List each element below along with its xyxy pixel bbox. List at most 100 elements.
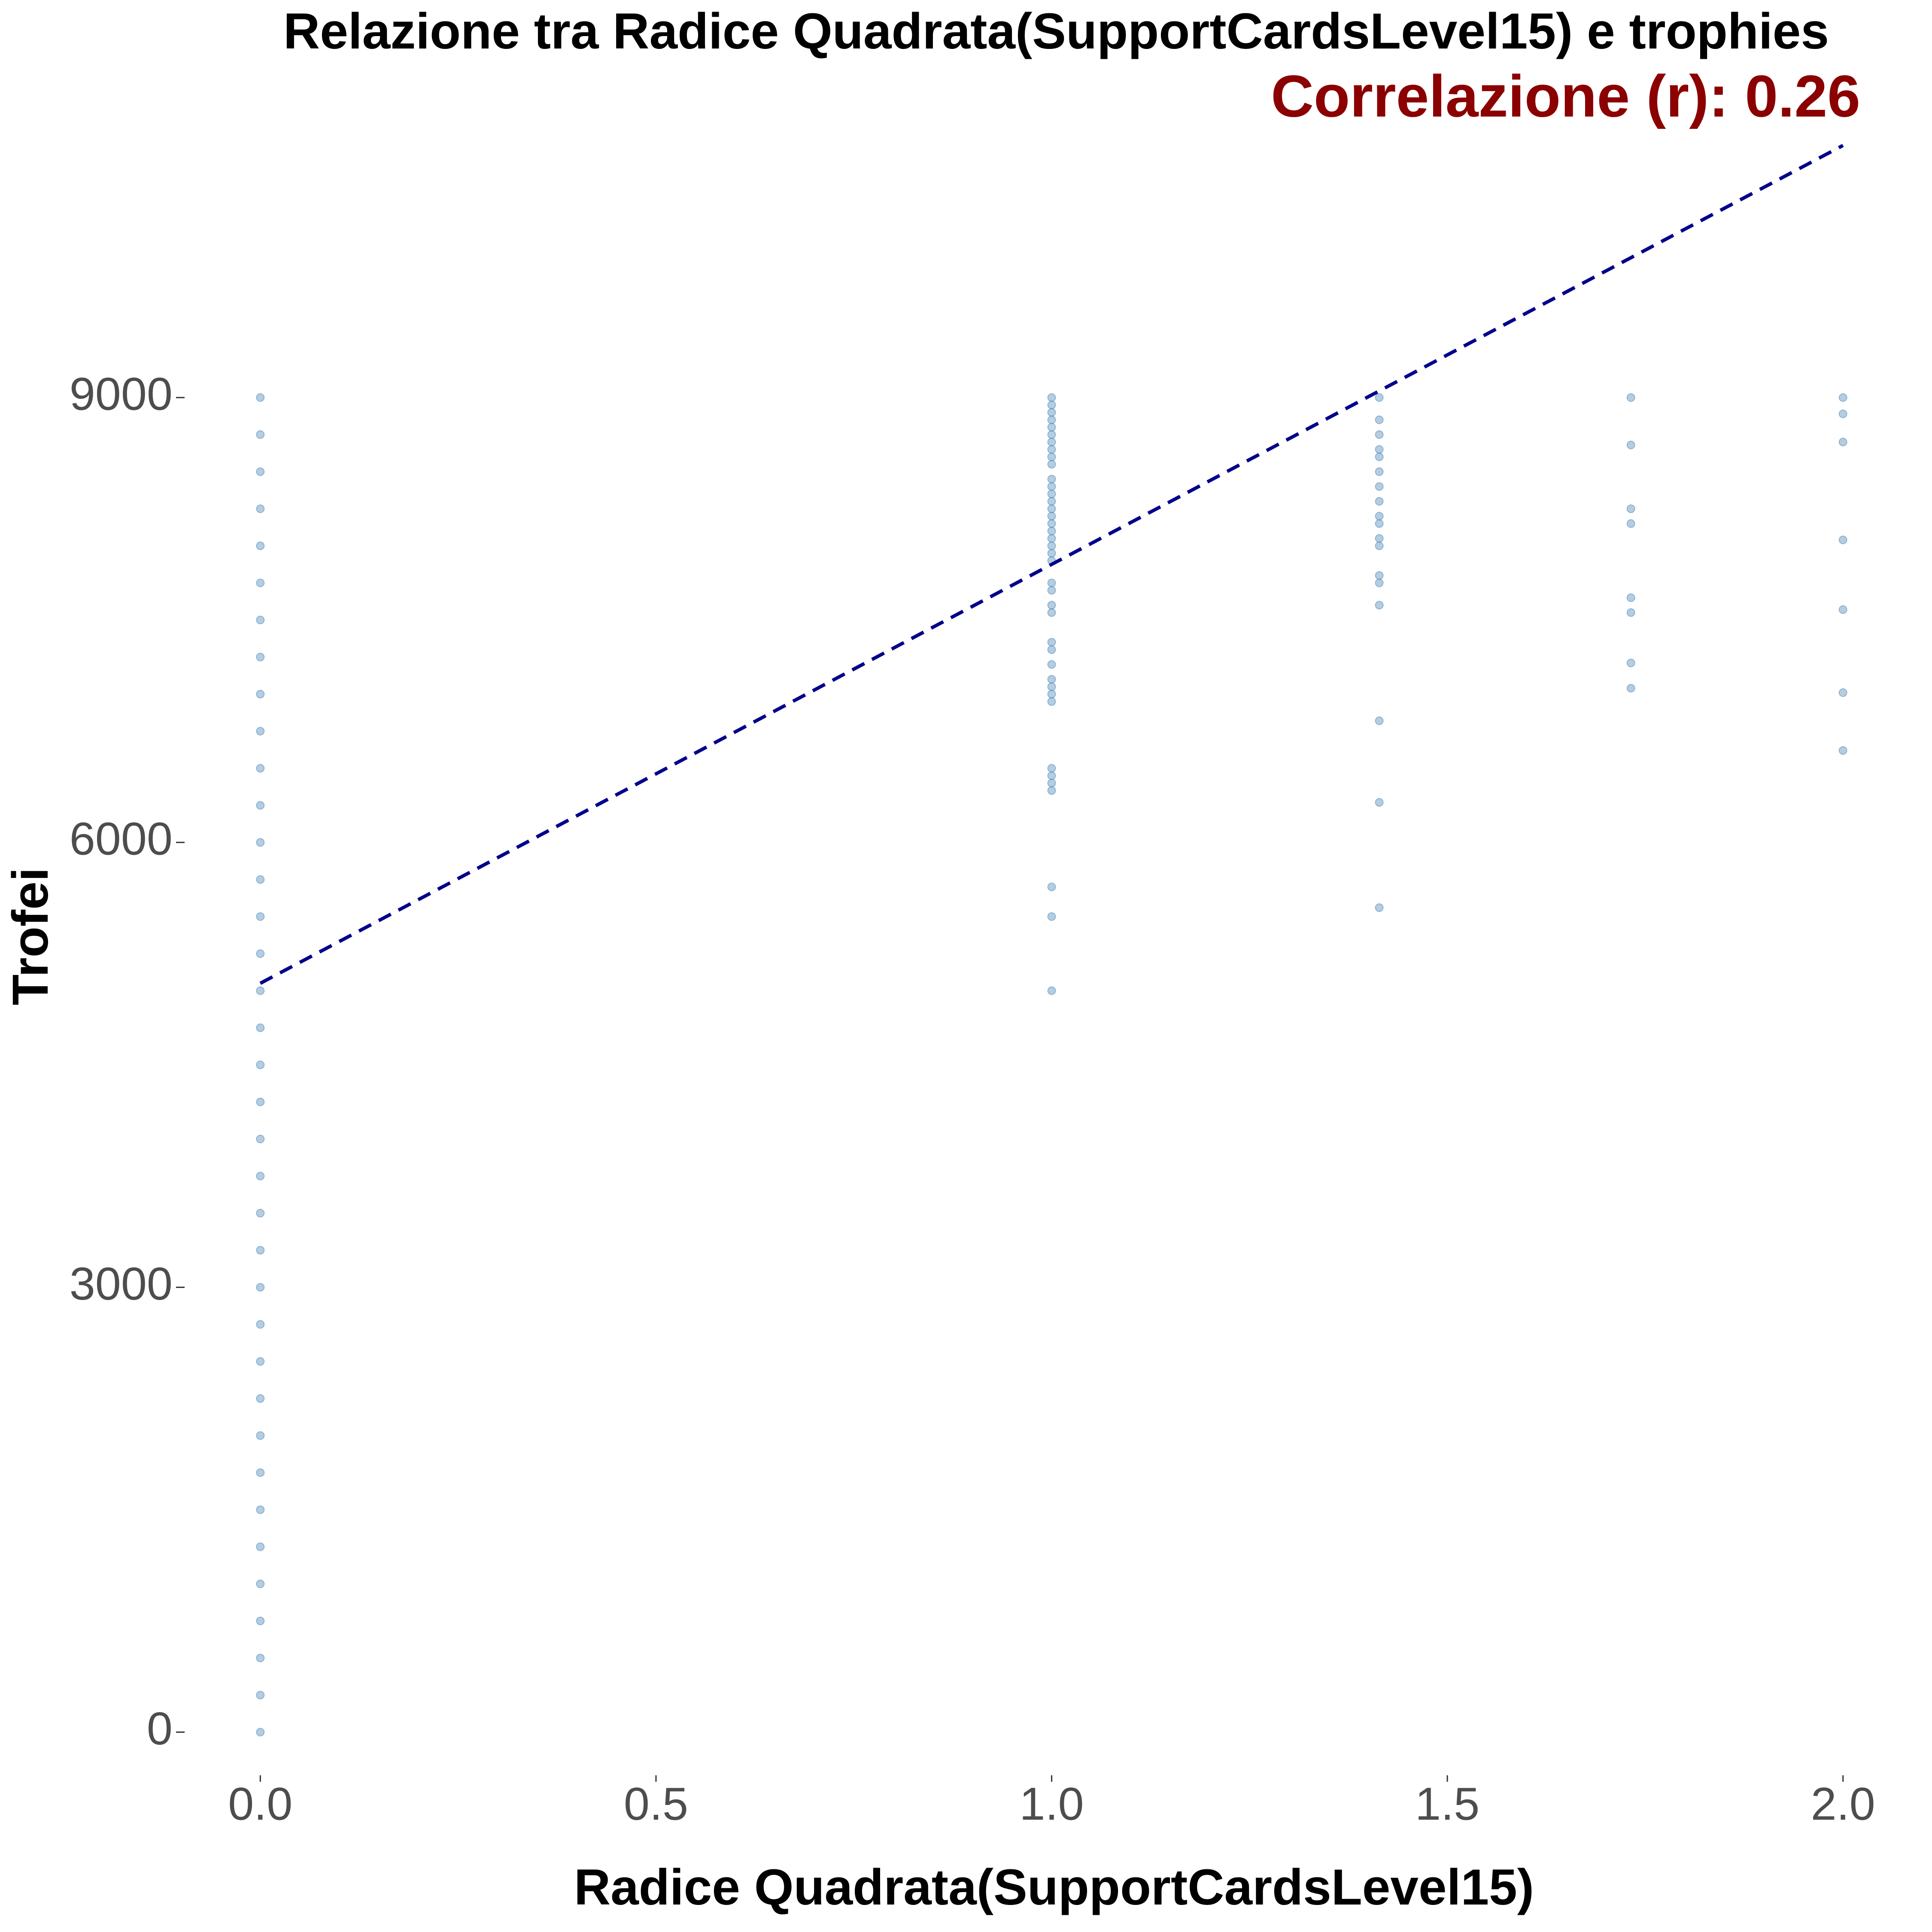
point: [256, 727, 265, 736]
point: [1047, 430, 1056, 439]
point: [256, 949, 265, 958]
point: [256, 1320, 265, 1329]
point: [1047, 519, 1056, 528]
point: [1047, 401, 1056, 410]
point: [1375, 467, 1384, 476]
point: [256, 1691, 265, 1700]
x-tick-label: 0.0: [228, 1778, 292, 1830]
point: [1047, 415, 1056, 424]
point: [256, 690, 265, 699]
point: [1047, 645, 1056, 654]
point: [1047, 504, 1056, 513]
point: [256, 1097, 265, 1106]
point: [1375, 453, 1384, 462]
x-tick-label: 2.0: [1811, 1778, 1875, 1830]
chart-title: Relazione tra Radice Quadrata(SupportCar…: [283, 3, 1829, 60]
point: [1047, 512, 1056, 521]
point: [1375, 482, 1384, 491]
point: [256, 1172, 265, 1181]
point: [1375, 541, 1384, 550]
point: [1047, 578, 1056, 587]
point: [1626, 440, 1635, 450]
point: [1047, 697, 1056, 706]
point: [1047, 437, 1056, 447]
point: [256, 1023, 265, 1032]
point: [1047, 690, 1056, 699]
point: [1047, 586, 1056, 595]
trend-line: [259, 144, 1844, 985]
point: [1375, 716, 1384, 725]
point: [256, 1542, 265, 1551]
point: [256, 393, 265, 402]
point: [1047, 408, 1056, 417]
point: [1047, 675, 1056, 684]
point: [256, 986, 265, 995]
point: [1047, 638, 1056, 647]
y-tick-label: 0: [147, 1702, 173, 1754]
point: [256, 1431, 265, 1440]
point: [256, 1728, 265, 1737]
y-tick-label: 9000: [70, 368, 173, 419]
point: [1047, 986, 1056, 995]
y-axis-title: Trofei: [2, 867, 59, 1005]
point: [1047, 460, 1056, 469]
point: [1838, 409, 1847, 418]
point: [256, 1616, 265, 1625]
point: [1047, 453, 1056, 462]
point: [256, 616, 265, 625]
point: [256, 801, 265, 810]
point: [1375, 578, 1384, 587]
point: [256, 912, 265, 921]
point: [1047, 682, 1056, 691]
point: [1047, 601, 1056, 610]
point: [1047, 445, 1056, 454]
point: [1838, 605, 1847, 614]
point: [1047, 489, 1056, 498]
point: [1047, 482, 1056, 491]
point: [1375, 571, 1384, 580]
point: [1047, 882, 1056, 891]
point: [1838, 393, 1847, 402]
x-axis-title: Radice Quadrata(SupportCardsLevel15): [574, 1859, 1534, 1916]
point: [1375, 519, 1384, 528]
annotation: Correlazione (r): 0.26: [1271, 63, 1860, 129]
point: [1626, 519, 1635, 528]
point: [1375, 512, 1384, 521]
point: [1626, 683, 1635, 693]
point: [1838, 437, 1847, 447]
point: [1047, 423, 1056, 432]
y-tick-label: 6000: [70, 813, 173, 865]
point: [1375, 798, 1384, 807]
point: [1626, 659, 1635, 668]
point: [1375, 445, 1384, 454]
x-tick-label: 1.5: [1415, 1778, 1479, 1830]
point: [1375, 497, 1384, 506]
point: [1838, 688, 1847, 697]
point: [1375, 415, 1384, 424]
point: [1626, 608, 1635, 617]
x-tick-label: 0.5: [624, 1778, 688, 1830]
point: [1047, 608, 1056, 617]
point: [1047, 549, 1056, 558]
point: [1626, 393, 1635, 402]
point: [1047, 474, 1056, 483]
point: [256, 1394, 265, 1403]
point: [1047, 660, 1056, 669]
point: [256, 764, 265, 773]
point: [256, 1283, 265, 1292]
point: [256, 541, 265, 550]
y-tick-label: 3000: [70, 1258, 173, 1309]
point: [1838, 746, 1847, 755]
point: [256, 578, 265, 587]
point: [1047, 786, 1056, 795]
point: [256, 430, 265, 439]
point: [1047, 497, 1056, 506]
point: [1047, 778, 1056, 787]
point: [1626, 593, 1635, 602]
point: [256, 1246, 265, 1255]
point: [1047, 526, 1056, 535]
point: [1375, 903, 1384, 912]
point: [1047, 771, 1056, 780]
